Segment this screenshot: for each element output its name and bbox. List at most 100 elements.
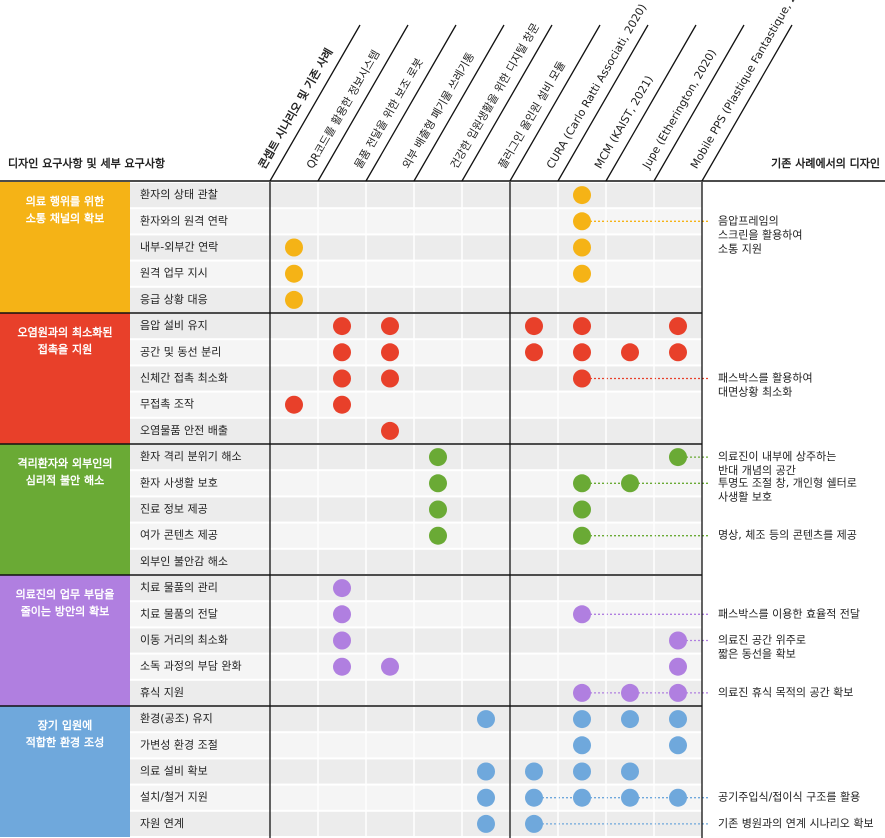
dot	[429, 448, 447, 467]
row-band	[130, 759, 702, 784]
dot	[573, 317, 591, 336]
row-band	[130, 287, 702, 312]
dot	[429, 500, 447, 519]
row-label: 소독 과정의 부담 완화	[140, 660, 242, 673]
group-label: 소통 채널의 확보	[26, 211, 105, 225]
dot	[525, 343, 543, 362]
header-divider	[701, 24, 793, 182]
dot	[381, 317, 399, 336]
row-label: 환경(공조) 유지	[140, 712, 213, 725]
dot	[669, 788, 687, 807]
dot	[333, 369, 351, 388]
header-divider	[509, 24, 601, 182]
header-divider	[365, 24, 457, 182]
dot	[429, 526, 447, 545]
note: 스크린을 활용하여	[718, 227, 802, 241]
row-label: 공간 및 동선 분리	[140, 345, 221, 358]
dot	[621, 710, 639, 729]
note: 음압프레임의	[718, 214, 779, 227]
dot	[573, 762, 591, 781]
group-label: 줄이는 방안의 확보	[21, 604, 110, 618]
dot	[669, 343, 687, 362]
group-label: 의료진의 업무 부담을	[16, 587, 115, 601]
dot	[621, 788, 639, 807]
row-band	[130, 680, 702, 705]
dot	[669, 317, 687, 336]
dot	[333, 605, 351, 624]
row-label: 여가 콘텐츠 제공	[140, 529, 218, 542]
dot	[573, 736, 591, 755]
row-label: 외부인 불안감 해소	[140, 554, 228, 568]
group-label: 장기 입원에	[38, 718, 92, 732]
note: 공기주입식/접이식 구조를 활용	[718, 790, 860, 804]
row-label: 설치/철거 지원	[140, 791, 208, 804]
row-band	[130, 497, 702, 522]
row-label: 이동 거리의 최소화	[140, 634, 228, 647]
note: 소통 지원	[718, 242, 762, 255]
row-label: 진료 정보 제공	[140, 503, 208, 516]
note: 투명도 조절 창, 개인형 쉘터로	[718, 476, 857, 489]
group-box	[0, 706, 130, 837]
row-label: 환자의 상태 관찰	[140, 188, 218, 201]
row-label: 치료 물품의 전달	[140, 607, 218, 620]
dot	[621, 474, 639, 493]
row-band	[130, 707, 702, 732]
row-label: 신체간 접촉 최소화	[140, 372, 228, 385]
header-divider	[557, 24, 649, 182]
dot	[573, 369, 591, 388]
row-band	[130, 261, 702, 286]
dot	[333, 579, 351, 598]
group-label: 심리적 불안 해소	[26, 473, 105, 487]
note: 의료진이 내부에 상주하는	[718, 449, 836, 463]
note: 사생활 보호	[718, 489, 772, 503]
group-box	[0, 575, 130, 706]
header-divider	[413, 24, 505, 182]
row-label: 자원 연계	[140, 817, 184, 830]
dot	[669, 710, 687, 729]
header-divider	[653, 24, 745, 182]
column-header: CURA (Carlo Ratti Associati, 2020)	[544, 2, 649, 171]
dot	[381, 657, 399, 676]
note: 기존 병원과의 연계 시나리오 확보	[718, 817, 874, 830]
row-label: 오염물품 안전 배출	[140, 424, 228, 437]
group-label: 적합한 환경 조성	[26, 735, 105, 749]
dot	[285, 290, 303, 309]
note: 반대 개념의 공간	[718, 464, 796, 477]
note: 패스박스를 활용하여	[718, 371, 813, 385]
row-label: 치료 물품의 관리	[140, 581, 218, 594]
dot	[525, 317, 543, 336]
dot	[381, 343, 399, 362]
column-header: Mobile PPS (Plastique Fantastique, 2020)	[688, 0, 812, 171]
row-band	[130, 392, 702, 417]
dot	[477, 788, 495, 807]
dot	[333, 631, 351, 650]
note: 명상, 체조 등의 콘텐츠를 제공	[718, 529, 857, 542]
dot	[621, 683, 639, 702]
dot	[333, 317, 351, 336]
group-box	[0, 444, 130, 575]
dot	[525, 788, 543, 807]
group-label: 오염원과의 최소화된	[18, 325, 113, 339]
dot	[429, 474, 447, 493]
dot	[669, 683, 687, 702]
dot	[333, 343, 351, 362]
group-box	[0, 182, 130, 313]
row-label: 음압 설비 유지	[140, 319, 208, 332]
dot	[669, 657, 687, 676]
dot	[573, 500, 591, 519]
group-label: 의료 행위를 위한	[26, 194, 105, 208]
right-title: 기존 사례에서의 디자인	[771, 156, 880, 170]
dot	[669, 448, 687, 467]
dot	[525, 762, 543, 781]
dot	[525, 814, 543, 833]
row-label: 원격 업무 지시	[140, 267, 208, 280]
dot	[381, 369, 399, 388]
dot	[573, 343, 591, 362]
dot	[477, 710, 495, 729]
group-label: 접촉을 지원	[38, 342, 92, 356]
row-label: 무접촉 조작	[140, 398, 194, 411]
dot	[573, 788, 591, 807]
note: 짧은 동선을 확보	[718, 647, 796, 661]
dot	[621, 343, 639, 362]
